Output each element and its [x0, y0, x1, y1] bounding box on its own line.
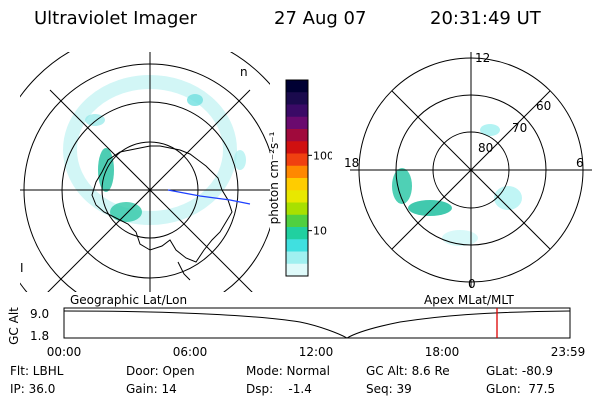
status-seq: Seq: 39: [366, 382, 412, 396]
timeline-frame: [63, 307, 571, 339]
colorbar-band: [286, 178, 308, 191]
mlat-label-80: 80: [478, 141, 493, 155]
mlt-label-18: 18: [344, 156, 359, 170]
colorbar-tick-label: 10: [313, 225, 327, 238]
status-glat: GLat: -80.9: [486, 364, 553, 378]
edge-mark-n: n: [240, 65, 248, 79]
colorbar-band: [286, 92, 308, 105]
timeline-ytick-9: 9.0: [30, 307, 49, 321]
colorbar-band: [286, 165, 308, 179]
timeline-xtick-2: 12:00: [299, 345, 334, 359]
timeline-xtick-0: 00:00: [47, 345, 82, 359]
mlat-label-60: 60: [536, 99, 551, 113]
colorbar: 100 10 photon cm⁻²s⁻¹: [267, 79, 332, 277]
timeline-ylabel: GC Alt: [7, 307, 21, 345]
mlat-label-70: 70: [512, 121, 527, 135]
colorbar-band: [286, 129, 308, 142]
mlt-line-diagonal-b: [391, 90, 551, 250]
status-gc-alt: GC Alt: 8.6 Re: [366, 364, 450, 378]
colorbar-band: [286, 202, 308, 216]
edge-mark-i: I: [20, 261, 24, 275]
magnetic-map: 12 18 6 0 60 70 80: [344, 51, 592, 291]
latitude-circle-outer: [23, 63, 270, 292]
coastline: [91, 145, 233, 263]
colorbar-unit-label: photon cm⁻²s⁻¹: [267, 131, 281, 224]
aurora-emission-left: [63, 75, 246, 225]
colorbar-tick-label: 100: [313, 149, 332, 162]
status-mode: Mode: Normal: [246, 364, 330, 378]
status-gain: Gain: 14: [126, 382, 177, 396]
timeline-ytick-1: 1.8: [30, 329, 49, 343]
colorbar-band: [286, 263, 308, 277]
timeline-xtick-4: 23:59: [551, 345, 586, 359]
colorbar-band: [286, 104, 308, 118]
colorbar-band: [286, 116, 308, 130]
mlt-label-0: 0: [468, 277, 476, 291]
timeline-xtick-3: 18:00: [425, 345, 460, 359]
left-map-caption: Geographic Lat/Lon: [70, 293, 188, 307]
altitude-timeline: GC Alt 9.0 1.8 00:00 06:00 12:00 18:00 2…: [7, 307, 586, 359]
timeline-xtick-1: 06:00: [173, 345, 208, 359]
colorbar-band: [286, 214, 308, 228]
colorbar-band: [286, 190, 308, 203]
right-map-caption: Apex MLat/MLT: [424, 293, 514, 307]
status-ip: IP: 36.0: [10, 382, 56, 396]
status-filter: Flt: LBHL: [10, 364, 64, 378]
altitude-curve: [63, 310, 571, 339]
header-date: 27 Aug 07: [274, 8, 367, 29]
header-time: 20:31:49 UT: [430, 8, 541, 29]
colorbar-band: [286, 227, 308, 240]
instrument-title: Ultraviolet Imager: [34, 8, 197, 29]
status-dsp: Dsp: -1.4: [246, 382, 312, 396]
ground-track: [167, 189, 251, 205]
aurora-emission-right: [392, 124, 522, 246]
mlt-label-6: 6: [576, 156, 584, 170]
mlt-label-12: 12: [475, 51, 490, 65]
colorbar-band: [286, 251, 308, 265]
status-door: Door: Open: [126, 364, 195, 378]
colorbar-band: [286, 153, 308, 167]
status-glon: GLon: 77.5: [486, 382, 556, 396]
colorbar-band: [286, 80, 308, 93]
geographic-map: n I: [20, 52, 270, 292]
colorbar-band: [286, 239, 308, 252]
meridian-lines: [20, 52, 270, 292]
colorbar-band: [286, 141, 308, 154]
